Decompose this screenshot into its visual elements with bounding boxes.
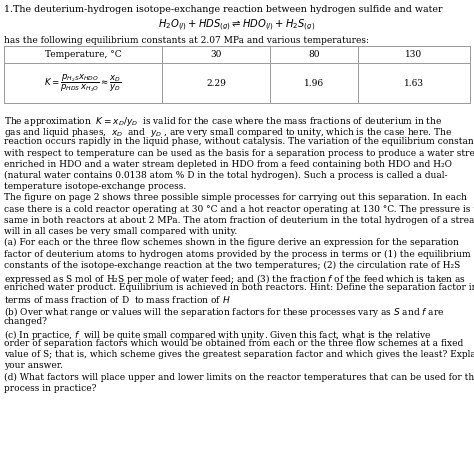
Text: 1.The deuterium-hydrogen isotope-exchange reaction between hydrogen sulfide and : 1.The deuterium-hydrogen isotope-exchang…	[4, 5, 443, 14]
Text: case there is a cold reactor operating at 30 °C and a hot reactor operating at 1: case there is a cold reactor operating a…	[4, 205, 474, 214]
Text: your answer.: your answer.	[4, 361, 63, 370]
Text: constants of the isotope-exchange reaction at the two temperatures; (2) the circ: constants of the isotope-exchange reacti…	[4, 260, 460, 270]
Text: $H_2O_{(l)} + HDS_{(g)}\rightleftharpoons HDO_{(l)} + H_2S_{(g)}$: $H_2O_{(l)} + HDS_{(g)}\rightleftharpoon…	[158, 18, 316, 33]
Text: enriched in HDO and a water stream depleted in HDO from a feed containing both H: enriched in HDO and a water stream deple…	[4, 160, 452, 169]
Text: changed?: changed?	[4, 317, 48, 326]
Text: gas and liquid phases,  $x_D$  and  $y_D$ , are very small compared to unity, wh: gas and liquid phases, $x_D$ and $y_D$ ,…	[4, 126, 452, 139]
Text: 1.96: 1.96	[304, 79, 324, 88]
Text: 2.29: 2.29	[206, 79, 226, 88]
Text: reaction occurs rapidly in the liquid phase, without catalysis. The variation of: reaction occurs rapidly in the liquid ph…	[4, 137, 474, 146]
Text: The figure on page 2 shows three possible simple processes for carrying out this: The figure on page 2 shows three possibl…	[4, 194, 467, 202]
Text: (c) In practice, $f$  will be quite small compared with unity. Given this fact, : (c) In practice, $f$ will be quite small…	[4, 328, 431, 342]
Text: factor of deuterium atoms to hydrogen atoms provided by the process in terms or : factor of deuterium atoms to hydrogen at…	[4, 249, 471, 259]
Text: expressed as S mol of H₂S per mole of water feed; and (3) the fraction $f$ of th: expressed as S mol of H₂S per mole of wa…	[4, 272, 466, 286]
Text: (d) What factors will place upper and lower limits on the reactor temperatures t: (d) What factors will place upper and lo…	[4, 373, 474, 382]
Text: with respect to temperature can be used as the basis for a separation process to: with respect to temperature can be used …	[4, 149, 474, 158]
Text: Temperature, °C: Temperature, °C	[45, 50, 121, 59]
Text: 130: 130	[405, 50, 422, 59]
Text: has the following equilibrium constants at 2.07 MPa and various temperatures:: has the following equilibrium constants …	[4, 36, 369, 45]
Text: enriched water product. Equilibrium is achieved in both reactors. Hint: Define t: enriched water product. Equilibrium is a…	[4, 283, 474, 292]
Text: same in both reactors at about 2 MPa. The atom fraction of deuterium in the tota: same in both reactors at about 2 MPa. Th…	[4, 216, 474, 225]
Text: value of S; that is, which scheme gives the greatest separation factor and which: value of S; that is, which scheme gives …	[4, 350, 474, 359]
Text: (a) For each or the three flow schemes shown in the figure derive an expression : (a) For each or the three flow schemes s…	[4, 238, 459, 247]
Text: process in practice?: process in practice?	[4, 384, 96, 393]
Text: 1.63: 1.63	[404, 79, 424, 88]
Text: The approximation  $K=x_D/y_D$  is valid for the case where the mass fractions o: The approximation $K=x_D/y_D$ is valid f…	[4, 115, 442, 128]
Text: 80: 80	[308, 50, 320, 59]
Text: $K =\dfrac{p_{H_2S}x_{HDO}}{p_{HDS}\,x_{H_2O}}\approx\dfrac{x_D}{y_D}$: $K =\dfrac{p_{H_2S}x_{HDO}}{p_{HDS}\,x_{…	[44, 72, 122, 94]
Text: terms of mass fraction of D  to mass fraction of $H$: terms of mass fraction of D to mass frac…	[4, 294, 231, 305]
Text: will in all cases be very small compared with unity.: will in all cases be very small compared…	[4, 227, 237, 236]
Text: (natural water contains 0.0138 atom % D in the total hydrogen). Such a process i: (natural water contains 0.0138 atom % D …	[4, 171, 447, 180]
Text: 30: 30	[210, 50, 222, 59]
Text: temperature isotope-exchange process.: temperature isotope-exchange process.	[4, 182, 186, 191]
Text: (b) Over what range or values will the separation factors for these processes va: (b) Over what range or values will the s…	[4, 305, 445, 319]
Text: order of separation factors which would be obtained from each or the three flow : order of separation factors which would …	[4, 339, 463, 348]
